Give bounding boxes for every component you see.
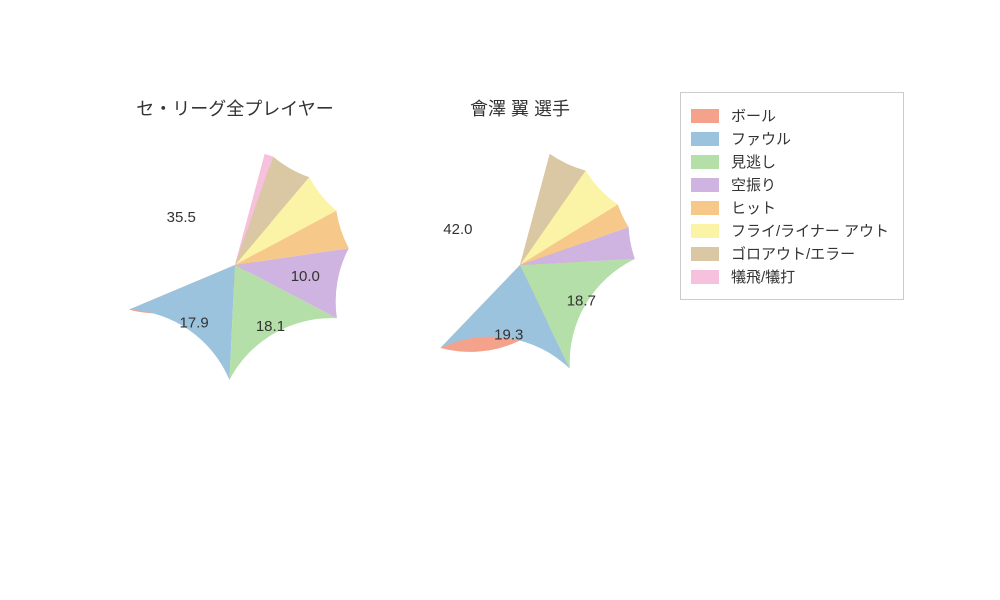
chart-stage: セ・リーグ全プレイヤー 35.5 17.9 18.1 10.0 會澤 翼 選手 42.0 19… (0, 0, 1000, 600)
legend-swatch-flyliner (691, 224, 719, 238)
legend-label-swing: 空振り (731, 174, 776, 195)
slice-label-league-swing: 10.0 (291, 268, 320, 285)
legend-label-foul: ファウル (731, 128, 791, 149)
slice-label-player-look: 18.7 (567, 292, 596, 309)
pie-player: 42.0 19.3 18.7 (395, 140, 645, 390)
slice-label-player-foul: 19.3 (494, 326, 523, 343)
slice-label-league-look: 18.1 (256, 318, 285, 335)
legend-swatch-hit (691, 201, 719, 215)
legend: ボールファウル見逃し空振りヒットフライ/ライナー アウトゴロアウト/エラー犠飛/… (680, 92, 904, 300)
slice-label-player-ball: 42.0 (443, 221, 472, 238)
legend-swatch-foul (691, 132, 719, 146)
legend-swatch-look (691, 155, 719, 169)
legend-item-foul: ファウル (691, 128, 889, 149)
legend-item-flyliner: フライ/ライナー アウト (691, 220, 889, 241)
legend-label-ball: ボール (731, 105, 776, 126)
legend-label-look: 見逃し (731, 151, 776, 172)
chart-title-player: 會澤 翼 選手 (370, 95, 670, 121)
legend-label-sac: 犠飛/犠打 (731, 266, 795, 287)
slice-label-league-foul: 17.9 (180, 314, 209, 331)
legend-item-hit: ヒット (691, 197, 889, 218)
legend-swatch-ball (691, 109, 719, 123)
legend-swatch-sac (691, 270, 719, 284)
legend-swatch-swing (691, 178, 719, 192)
legend-item-ball: ボール (691, 105, 889, 126)
legend-item-swing: 空振り (691, 174, 889, 195)
slice-label-league-ball: 35.5 (167, 209, 196, 226)
legend-item-sac: 犠飛/犠打 (691, 266, 889, 287)
legend-item-look: 見逃し (691, 151, 889, 172)
legend-label-hit: ヒット (731, 197, 776, 218)
legend-swatch-grounder (691, 247, 719, 261)
legend-item-grounder: ゴロアウト/エラー (691, 243, 889, 264)
chart-title-league: セ・リーグ全プレイヤー (85, 95, 385, 121)
legend-label-grounder: ゴロアウト/エラー (731, 243, 855, 264)
pie-league: 35.5 17.9 18.1 10.0 (110, 140, 360, 390)
legend-label-flyliner: フライ/ライナー アウト (731, 220, 889, 241)
